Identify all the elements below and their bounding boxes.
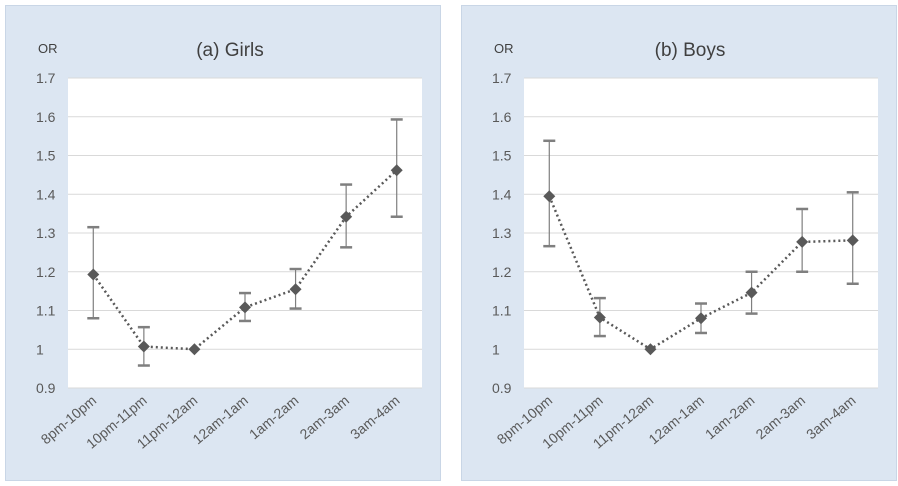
chart-title: (a) Girls bbox=[196, 40, 264, 61]
y-axis-label: OR bbox=[494, 41, 514, 56]
chart-panel-boys: 1.7 1.6 1.5 1.4 1.3 1.2 1.1 1 0.9 8pm-10pm 10pm-1… bbox=[461, 5, 897, 481]
y-tick-label: 1.5 bbox=[492, 148, 512, 164]
data-point-diamond bbox=[644, 343, 657, 356]
x-category-label: 1am-2am bbox=[246, 392, 302, 442]
x-category-labels: 8pm-10pm10pm-11pm11pm-12am12am-1am1am-2a… bbox=[494, 392, 859, 452]
x-category-label: 3am-4am bbox=[347, 392, 403, 442]
data-point-diamond bbox=[593, 311, 606, 324]
y-axis-label: OR bbox=[38, 41, 58, 56]
data-point-diamond bbox=[340, 210, 353, 223]
data-point-diamond bbox=[137, 340, 150, 353]
y-tick-label: 1.7 bbox=[492, 70, 512, 86]
y-tick-label: 0.9 bbox=[492, 380, 512, 396]
data-markers bbox=[543, 190, 859, 356]
y-tick-label: 1.4 bbox=[492, 186, 512, 202]
girls-chart-svg: 1.7 1.6 1.5 1.4 1.3 1.2 1.1 1 0.9 8pm-10pm10pm-1… bbox=[36, 40, 422, 452]
y-tick-label: 0.9 bbox=[36, 380, 56, 396]
x-category-label: 1am-2am bbox=[702, 392, 758, 442]
y-tick-label: 1 bbox=[36, 341, 44, 357]
data-point-diamond bbox=[390, 164, 403, 177]
y-tick-label: 1.1 bbox=[36, 303, 56, 319]
y-tick-label: 1.3 bbox=[36, 225, 56, 241]
x-category-label: 3am-4am bbox=[803, 392, 859, 442]
y-tick-label: 1.1 bbox=[492, 303, 512, 319]
data-point-diamond bbox=[188, 343, 201, 356]
x-category-label: 2am-3am bbox=[296, 392, 352, 442]
y-tick-label: 1.3 bbox=[492, 225, 512, 241]
data-point-diamond bbox=[745, 286, 758, 299]
x-category-label: 2am-3am bbox=[752, 392, 808, 442]
y-tick-label: 1.6 bbox=[36, 109, 56, 125]
data-point-diamond bbox=[87, 268, 100, 281]
y-tick-labels: 1.7 1.6 1.5 1.4 1.3 1.2 1.1 1 0.9 bbox=[36, 70, 56, 396]
data-point-diamond bbox=[239, 301, 251, 314]
x-category-labels: 8pm-10pm10pm-11pm11pm-12am12am-1am1am-2a… bbox=[38, 392, 403, 452]
x-category-label: 12am-1am bbox=[189, 392, 251, 447]
y-tick-label: 1 bbox=[492, 341, 500, 357]
data-point-diamond bbox=[695, 312, 707, 325]
y-tick-label: 1.6 bbox=[492, 109, 512, 125]
data-markers bbox=[87, 164, 403, 356]
data-point-diamond bbox=[289, 283, 302, 296]
y-tick-label: 1.2 bbox=[492, 264, 512, 280]
y-tick-labels: 1.7 1.6 1.5 1.4 1.3 1.2 1.1 1 0.9 bbox=[492, 70, 512, 396]
y-tick-label: 1.4 bbox=[36, 186, 56, 202]
data-point-diamond bbox=[846, 234, 859, 247]
data-point-diamond bbox=[796, 235, 809, 248]
y-tick-label: 1.2 bbox=[36, 264, 56, 280]
y-tick-label: 1.5 bbox=[36, 148, 56, 164]
y-tick-label: 1.7 bbox=[36, 70, 56, 86]
boys-chart-svg: 1.7 1.6 1.5 1.4 1.3 1.2 1.1 1 0.9 8pm-10pm10pm-1… bbox=[492, 40, 878, 452]
chart-title: (b) Boys bbox=[655, 40, 726, 61]
x-category-label: 12am-1am bbox=[645, 392, 707, 447]
gridlines bbox=[68, 77, 422, 389]
data-point-diamond bbox=[543, 190, 556, 203]
chart-panel-girls: 1.7 1.6 1.5 1.4 1.3 1.2 1.1 1 0.9 8pm-10pm 10pm-1… bbox=[5, 5, 441, 481]
